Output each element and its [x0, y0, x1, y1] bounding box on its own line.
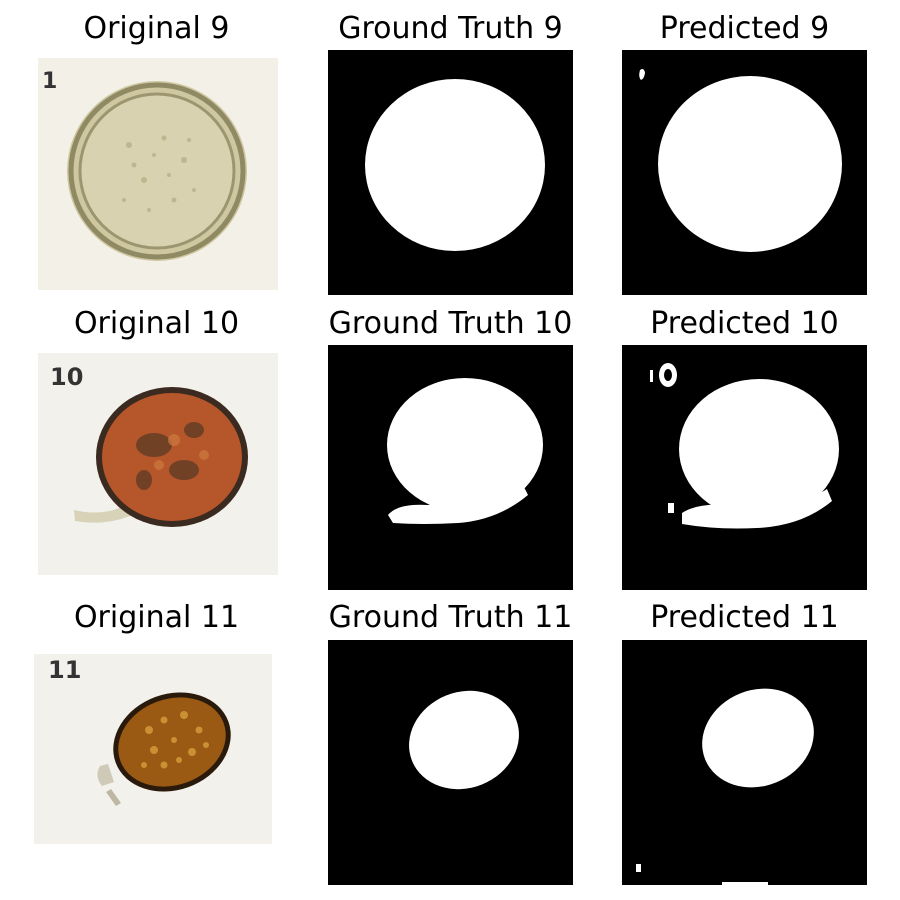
ground-truth-mask-10: [328, 345, 573, 590]
mask-region-filament: [682, 489, 832, 529]
title-original-10: Original 10: [73, 306, 240, 341]
original-image-10: 10: [34, 345, 279, 590]
ground-truth-mask-11: [328, 640, 573, 885]
original-image-9: 1: [34, 50, 279, 295]
mask-region-filament: [388, 485, 528, 524]
predicted-mask-9: [622, 50, 867, 295]
title-original-11: Original 11: [73, 600, 240, 635]
specimen-label: 10: [50, 363, 83, 391]
mask-region: [387, 378, 543, 512]
title-ground-truth-9: Ground Truth 9: [338, 11, 563, 46]
title-ground-truth-11: Ground Truth 11: [328, 600, 573, 635]
egg-micrograph-9: 1: [34, 50, 279, 295]
egg-interior: [78, 92, 236, 250]
predicted-mask-10: [622, 345, 867, 590]
original-image-11: 11: [34, 640, 279, 885]
egg-filament: [74, 502, 134, 523]
title-predicted-10: Predicted 10: [650, 306, 839, 341]
mask-region: [409, 690, 519, 790]
mask-region: [702, 688, 814, 788]
mask-region: [658, 76, 842, 252]
egg-filament: [97, 764, 114, 786]
mask-artifact: [722, 882, 768, 885]
egg-interior: [102, 393, 242, 521]
mask-artifact: [668, 503, 674, 513]
mask-artifact: [639, 69, 645, 80]
title-predicted-11: Predicted 11: [650, 600, 839, 635]
predicted-mask-11: [622, 640, 867, 885]
title-predicted-9: Predicted 9: [659, 11, 830, 46]
mask-region: [679, 379, 839, 519]
mask-region: [365, 79, 545, 251]
title-ground-truth-10: Ground Truth 10: [328, 306, 573, 341]
egg-micrograph-10: 10: [34, 345, 279, 590]
mask-artifact: [636, 864, 641, 872]
ground-truth-mask-9: [328, 50, 573, 295]
title-original-9: Original 9: [83, 11, 230, 46]
specimen-label: 1: [42, 69, 57, 94]
mask-artifact: [650, 370, 653, 382]
egg-micrograph-11: 11: [34, 640, 279, 885]
specimen-label: 11: [48, 656, 81, 684]
